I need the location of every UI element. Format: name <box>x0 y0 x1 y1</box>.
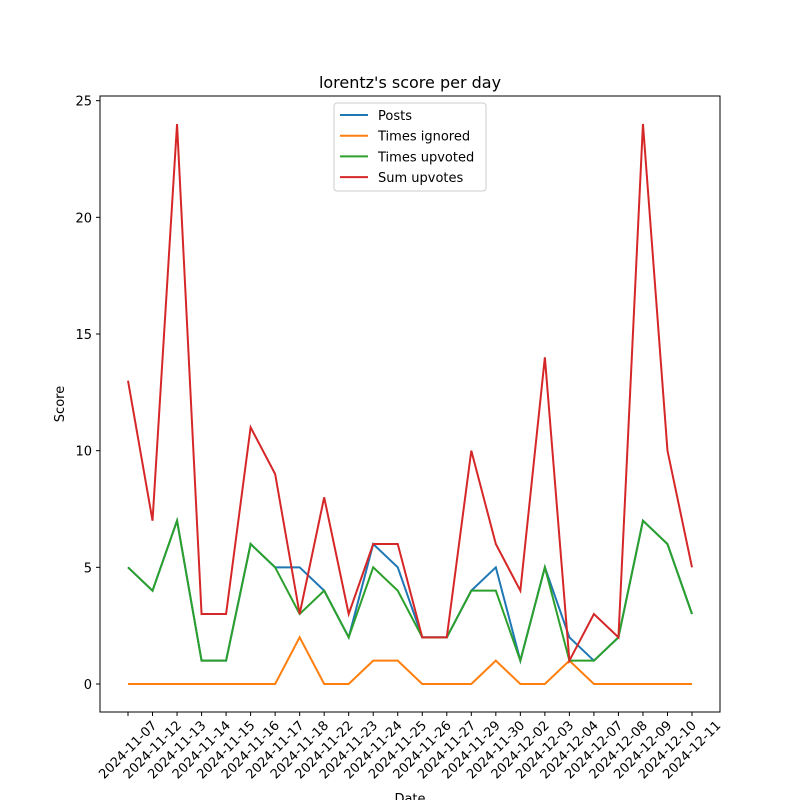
legend-label: Times upvoted <box>377 150 474 165</box>
legend-label: Posts <box>378 109 412 124</box>
series-line <box>127 123 693 665</box>
y-tick-label: 10 <box>75 445 92 460</box>
y-tick-label: 0 <box>84 678 92 693</box>
legend-label: Sum upvotes <box>378 171 464 186</box>
y-tick-label: 20 <box>75 211 92 226</box>
series-line <box>128 635 692 685</box>
y-tick-label: 15 <box>75 328 92 343</box>
y-tick-label: 25 <box>75 95 92 110</box>
chart-title: lorentz's score per day <box>319 73 501 92</box>
plot-frame <box>99 95 721 713</box>
y-axis-label: Score <box>53 386 68 422</box>
series-line <box>127 516 693 665</box>
x-axis-label: Date <box>394 792 425 800</box>
legend-label: Times ignored <box>377 130 470 145</box>
legend-box <box>333 102 487 192</box>
y-tick-label: 5 <box>84 561 92 576</box>
